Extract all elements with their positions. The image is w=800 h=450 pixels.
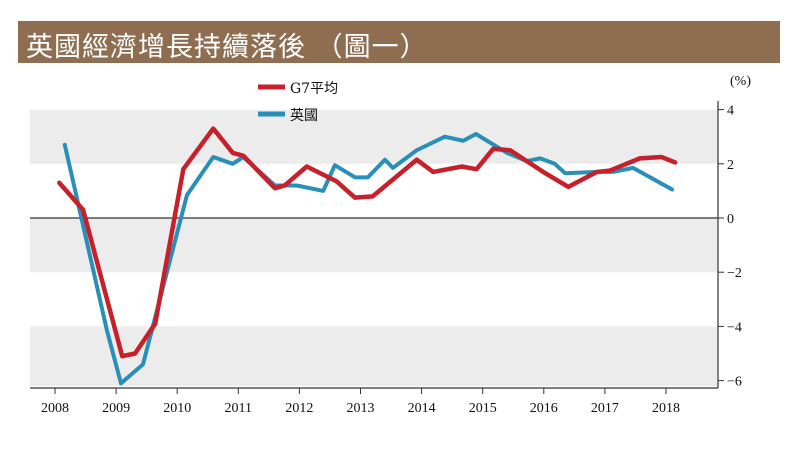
x-tick-label: 2008 [41,401,69,416]
x-tick-label: 2014 [408,401,436,416]
y-tick-label: −6 [727,375,742,390]
x-tick-label: 2009 [102,401,130,416]
y-tick-label: 4 [727,104,734,119]
x-tick-label: 2011 [225,401,252,416]
y-tick-label: −4 [727,320,742,335]
y-tick-label: 2 [727,158,734,173]
y-tick-label: 0 [727,212,734,227]
grid-band [30,218,718,273]
series-line-uk [62,131,675,386]
series-line-g7 [57,126,678,359]
grid-band [30,326,718,387]
x-tick-label: 2018 [652,401,680,416]
x-tick-label: 2013 [347,401,375,416]
x-tick-label: 2015 [469,401,497,416]
chart-title: 英國經濟增長持續落後 （圖一） [26,32,428,63]
x-tick-label: 2010 [163,401,191,416]
grid-band [30,109,718,164]
x-tick-label: 2017 [591,401,619,416]
y-axis-unit-label: (%) [730,74,751,89]
y-tick-label: −2 [727,266,742,281]
x-tick-label: 2016 [530,401,558,416]
x-tick-label: 2012 [285,401,313,416]
legend-label-g7: G7平均 [290,81,338,97]
title-bar: 英國經濟增長持續落後 （圖一） [18,21,780,63]
legend-label-uk: 英國 [290,107,318,124]
